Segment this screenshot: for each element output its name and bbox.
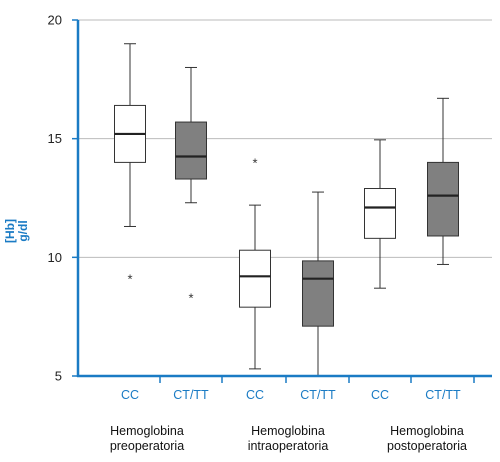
group-label-intraoperatoria: Hemoglobina intraoperatoria bbox=[247, 424, 329, 453]
y-axis-label-line-2: g/dl bbox=[16, 220, 30, 242]
y-tick-label-20: 20 bbox=[48, 13, 62, 28]
gridlines bbox=[78, 19, 492, 258]
outlier-marker: * bbox=[127, 272, 132, 287]
boxes-layer: * * * bbox=[114, 43, 459, 377]
tick-labels: 5 10 15 20 bbox=[48, 13, 62, 384]
category-labels: CC CT/TT CC CT/TT CC CT/TT bbox=[121, 388, 461, 402]
box-3 bbox=[239, 249, 271, 308]
box-5 bbox=[364, 188, 396, 239]
axes-layer bbox=[72, 19, 492, 383]
y-axis-label: [Hb] g/dl bbox=[2, 194, 32, 264]
category-label-1: CC bbox=[121, 388, 139, 402]
box-6 bbox=[427, 161, 459, 237]
outlier-marker: * bbox=[188, 291, 193, 306]
outlier-marker: * bbox=[252, 155, 257, 170]
category-label-6: CT/TT bbox=[425, 388, 461, 402]
group-label-preoperatoria: Hemoglobina preoperatoria bbox=[109, 424, 185, 453]
category-label-4: CT/TT bbox=[300, 388, 336, 402]
y-tick-label-5: 5 bbox=[55, 369, 62, 384]
box-2 bbox=[175, 121, 207, 180]
box-4 bbox=[302, 260, 334, 327]
group-label-postoperatoria: Hemoglobina postoperatoria bbox=[387, 424, 467, 453]
y-tick-label-10: 10 bbox=[48, 250, 62, 265]
category-label-3: CC bbox=[246, 388, 264, 402]
category-label-5: CC bbox=[371, 388, 389, 402]
y-tick-label-15: 15 bbox=[48, 131, 62, 146]
category-label-2: CT/TT bbox=[173, 388, 209, 402]
